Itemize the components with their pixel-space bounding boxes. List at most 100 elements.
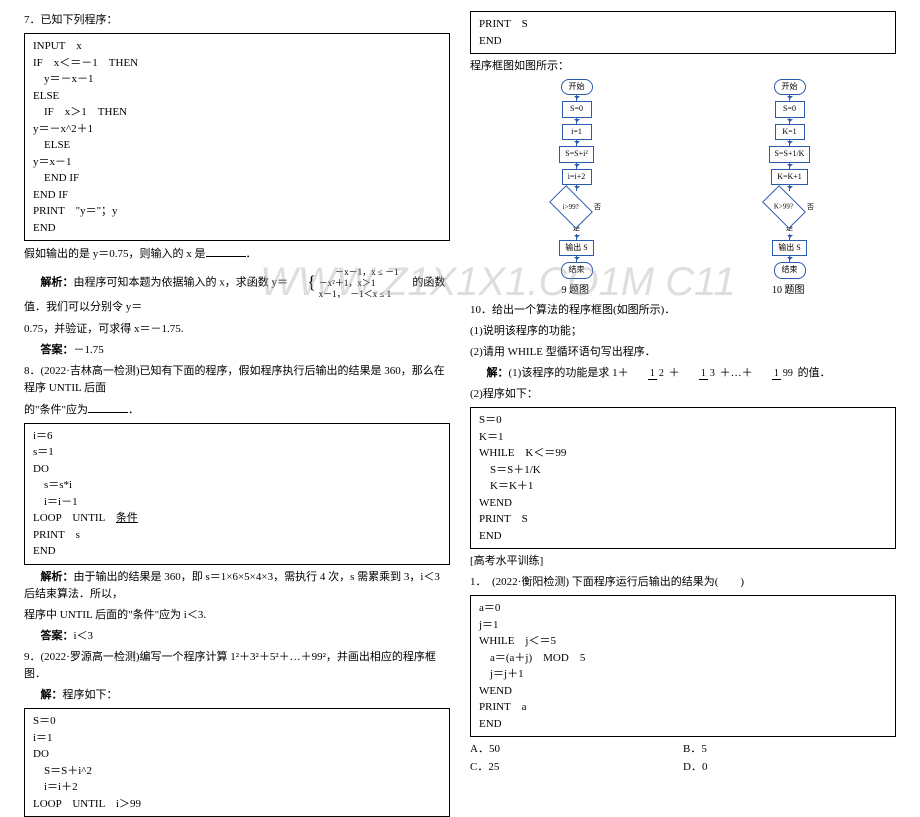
arrow-icon bbox=[789, 163, 790, 169]
option-c: C．25 bbox=[470, 759, 683, 776]
q7-answer: 答案：－1.75 bbox=[24, 342, 450, 359]
q8-analysis: 解析：由于输出的结果是 360，即 s＝1×6×5×4×3，需执行 4 次，s … bbox=[24, 569, 450, 603]
num: 1 bbox=[648, 368, 657, 380]
blank bbox=[206, 245, 246, 257]
q8-line2: 程序中 UNTIL 后面的"条件"应为 i＜3. bbox=[24, 607, 450, 624]
q8-code: i＝6 s＝1 DO s＝s*i i＝i－1 LOOP UNTIL 条件 PRI… bbox=[24, 423, 450, 565]
num: 1 bbox=[699, 368, 708, 380]
cond1-text: i>99? bbox=[563, 202, 579, 213]
q7-code: INPUT x IF x＜＝－1 THEN y＝－x－1 ELSE IF x＞1… bbox=[24, 33, 450, 241]
sol-label: 解： bbox=[487, 367, 509, 379]
caption-9: 9 题图 bbox=[562, 283, 590, 299]
arrow-icon bbox=[576, 185, 577, 191]
q7-line2: 0.75，并验证，可求得 x＝－1.75. bbox=[24, 321, 450, 338]
fc-k1: K=1 bbox=[775, 124, 805, 140]
flowchart-9: 开始 S=0 i=1 S=S+i² i=i+2 i>99? 否 是 输出 S 结… bbox=[552, 79, 601, 279]
q10-2label: (2)程序如下： bbox=[470, 386, 896, 403]
hk-title: [高考水平训练] bbox=[470, 553, 896, 570]
q7-blank-line: 假如输出的是 y＝0.75，则输入的 x 是 ． bbox=[24, 245, 450, 263]
arrow-icon bbox=[789, 140, 790, 146]
q10-1: (1)说明该程序的功能； bbox=[470, 323, 896, 340]
fc-start: 开始 bbox=[561, 79, 593, 95]
q9-sol: 解：程序如下： bbox=[24, 687, 450, 704]
q8-t2: 的"条件"应为 bbox=[24, 404, 88, 416]
q9-sol-text: 程序如下： bbox=[63, 689, 118, 701]
q8-answer: 答案：i＜3 bbox=[24, 628, 450, 645]
fc-out: 输出 S bbox=[559, 240, 593, 256]
no-label: 否 bbox=[807, 202, 814, 213]
cond2-text: K>99? bbox=[774, 202, 793, 213]
frac-1-2: 12 bbox=[631, 369, 666, 379]
den: 99 bbox=[781, 368, 795, 379]
q7-analysis-a: 由程序可知本题为依据输入的 x，求函数 y＝ bbox=[74, 277, 289, 289]
fc-end: 结束 bbox=[774, 262, 806, 278]
q10-2: (2)请用 WHILE 型循环语句写出程序． bbox=[470, 344, 896, 361]
arrow-icon bbox=[576, 163, 577, 169]
q10-sol-b: ＋ bbox=[669, 367, 680, 379]
fc-ssi2: S=S+i² bbox=[559, 146, 594, 162]
fc-intro: 程序框图如图所示： bbox=[470, 58, 896, 75]
q8-ans: i＜3 bbox=[74, 630, 94, 642]
q10-code: S＝0 K＝1 WHILE K＜＝99 S＝S＋1/K K＝K＋1 WEND P… bbox=[470, 407, 896, 549]
right-column: PRINT S END 程序框图如图所示： 开始 S=0 i=1 S=S+i² … bbox=[460, 8, 906, 643]
q7-title: 7．已知下列程序： bbox=[24, 12, 450, 29]
arrow-icon bbox=[789, 185, 790, 191]
fc-ii2: i=i+2 bbox=[562, 169, 592, 185]
no-label: 否 bbox=[594, 202, 601, 213]
q10-title: 10．给出一个算法的程序框图(如图所示)． bbox=[470, 302, 896, 319]
piecewise-brace: { bbox=[291, 269, 316, 297]
q9-title: 9．(2022·罗源高一检测)编写一个程序计算 1²＋3²＋5²＋…＋99²，并… bbox=[24, 649, 450, 683]
fc-cond1: i>99? bbox=[549, 185, 593, 229]
q8-title2-line: 的"条件"应为 ． bbox=[24, 401, 450, 419]
q8-t2a: ． bbox=[128, 404, 139, 416]
fc-cond2: K>99? bbox=[762, 185, 806, 229]
q10-sol-c: ＋…＋ bbox=[720, 367, 753, 379]
q10-sol: 解：(1)该程序的功能是求 1＋ 12 ＋ 13 ＋…＋ 199 的值． bbox=[470, 365, 896, 382]
q8-title: 8．(2022·吉林高一检测)已知有下面的程序，假如程序执行后输出的结果是 36… bbox=[24, 363, 450, 397]
flowchart-10: 开始 S=0 K=1 S=S+1/K K=K+1 K>99? 否 是 输出 S … bbox=[765, 79, 814, 279]
den: 2 bbox=[657, 368, 666, 379]
piece3: x－1， －1＜x ≤ 1 bbox=[319, 289, 391, 299]
ans-label: 答案： bbox=[41, 630, 74, 642]
fc-out: 输出 S bbox=[772, 240, 806, 256]
fc-ssk: S=S+1/K bbox=[769, 146, 811, 162]
fc-kk1: K=K+1 bbox=[771, 169, 808, 185]
option-a: A．50 bbox=[470, 741, 683, 758]
arrow-icon bbox=[789, 234, 790, 240]
arrow-icon bbox=[576, 234, 577, 240]
fc-s0: S=0 bbox=[562, 101, 592, 117]
analysis-label: 解析： bbox=[41, 571, 74, 583]
analysis-label: 解析： bbox=[41, 277, 74, 289]
q10-sol-d: 的值． bbox=[798, 367, 831, 379]
options: A．50 B．5 C．25 D．0 bbox=[470, 741, 896, 775]
ans-label: 答案： bbox=[41, 344, 74, 356]
frac-1-3: 13 bbox=[682, 369, 717, 379]
q10-sol-a: (1)该程序的功能是求 1＋ bbox=[509, 367, 629, 379]
captions-row: 9 题图 10 题图 bbox=[470, 283, 896, 299]
fc-s0: S=0 bbox=[775, 101, 805, 117]
option-b: B．5 bbox=[683, 741, 896, 758]
num: 1 bbox=[772, 368, 781, 380]
top-code: PRINT S END bbox=[470, 11, 896, 54]
q7-line1-a: 假如输出的是 y＝0.75，则输入的 x 是 bbox=[24, 248, 206, 260]
frac-1-99: 199 bbox=[755, 369, 795, 379]
sol-label: 解： bbox=[41, 689, 63, 701]
hk1-title: 1． (2022·衡阳检测) 下面程序运行后输出的结果为( ) bbox=[470, 574, 896, 591]
q7-line1-b: ． bbox=[246, 248, 257, 260]
fc-i1: i=1 bbox=[562, 124, 592, 140]
option-d: D．0 bbox=[683, 759, 896, 776]
fc-end: 结束 bbox=[561, 262, 593, 278]
q7-analysis: 解析：由程序可知本题为依据输入的 x，求函数 y＝ { －x－1，x ≤ －1 … bbox=[24, 267, 450, 316]
blank bbox=[88, 401, 128, 413]
flowcharts: 开始 S=0 i=1 S=S+i² i=i+2 i>99? 否 是 输出 S 结… bbox=[470, 79, 896, 279]
arrow-icon bbox=[789, 256, 790, 262]
q8-analysis-text: 由于输出的结果是 360，即 s＝1×6×5×4×3，需执行 4 次，s 需累乘… bbox=[24, 571, 440, 600]
fc-start: 开始 bbox=[774, 79, 806, 95]
caption-10: 10 题图 bbox=[772, 283, 805, 299]
den: 3 bbox=[708, 368, 717, 379]
q7-ans: －1.75 bbox=[74, 344, 104, 356]
arrow-icon bbox=[576, 118, 577, 124]
q9-code: S＝0 i＝1 DO S＝S＋i^2 i＝i＋2 LOOP UNTIL i＞99 bbox=[24, 708, 450, 817]
arrow-icon bbox=[576, 95, 577, 101]
arrow-icon bbox=[576, 140, 577, 146]
